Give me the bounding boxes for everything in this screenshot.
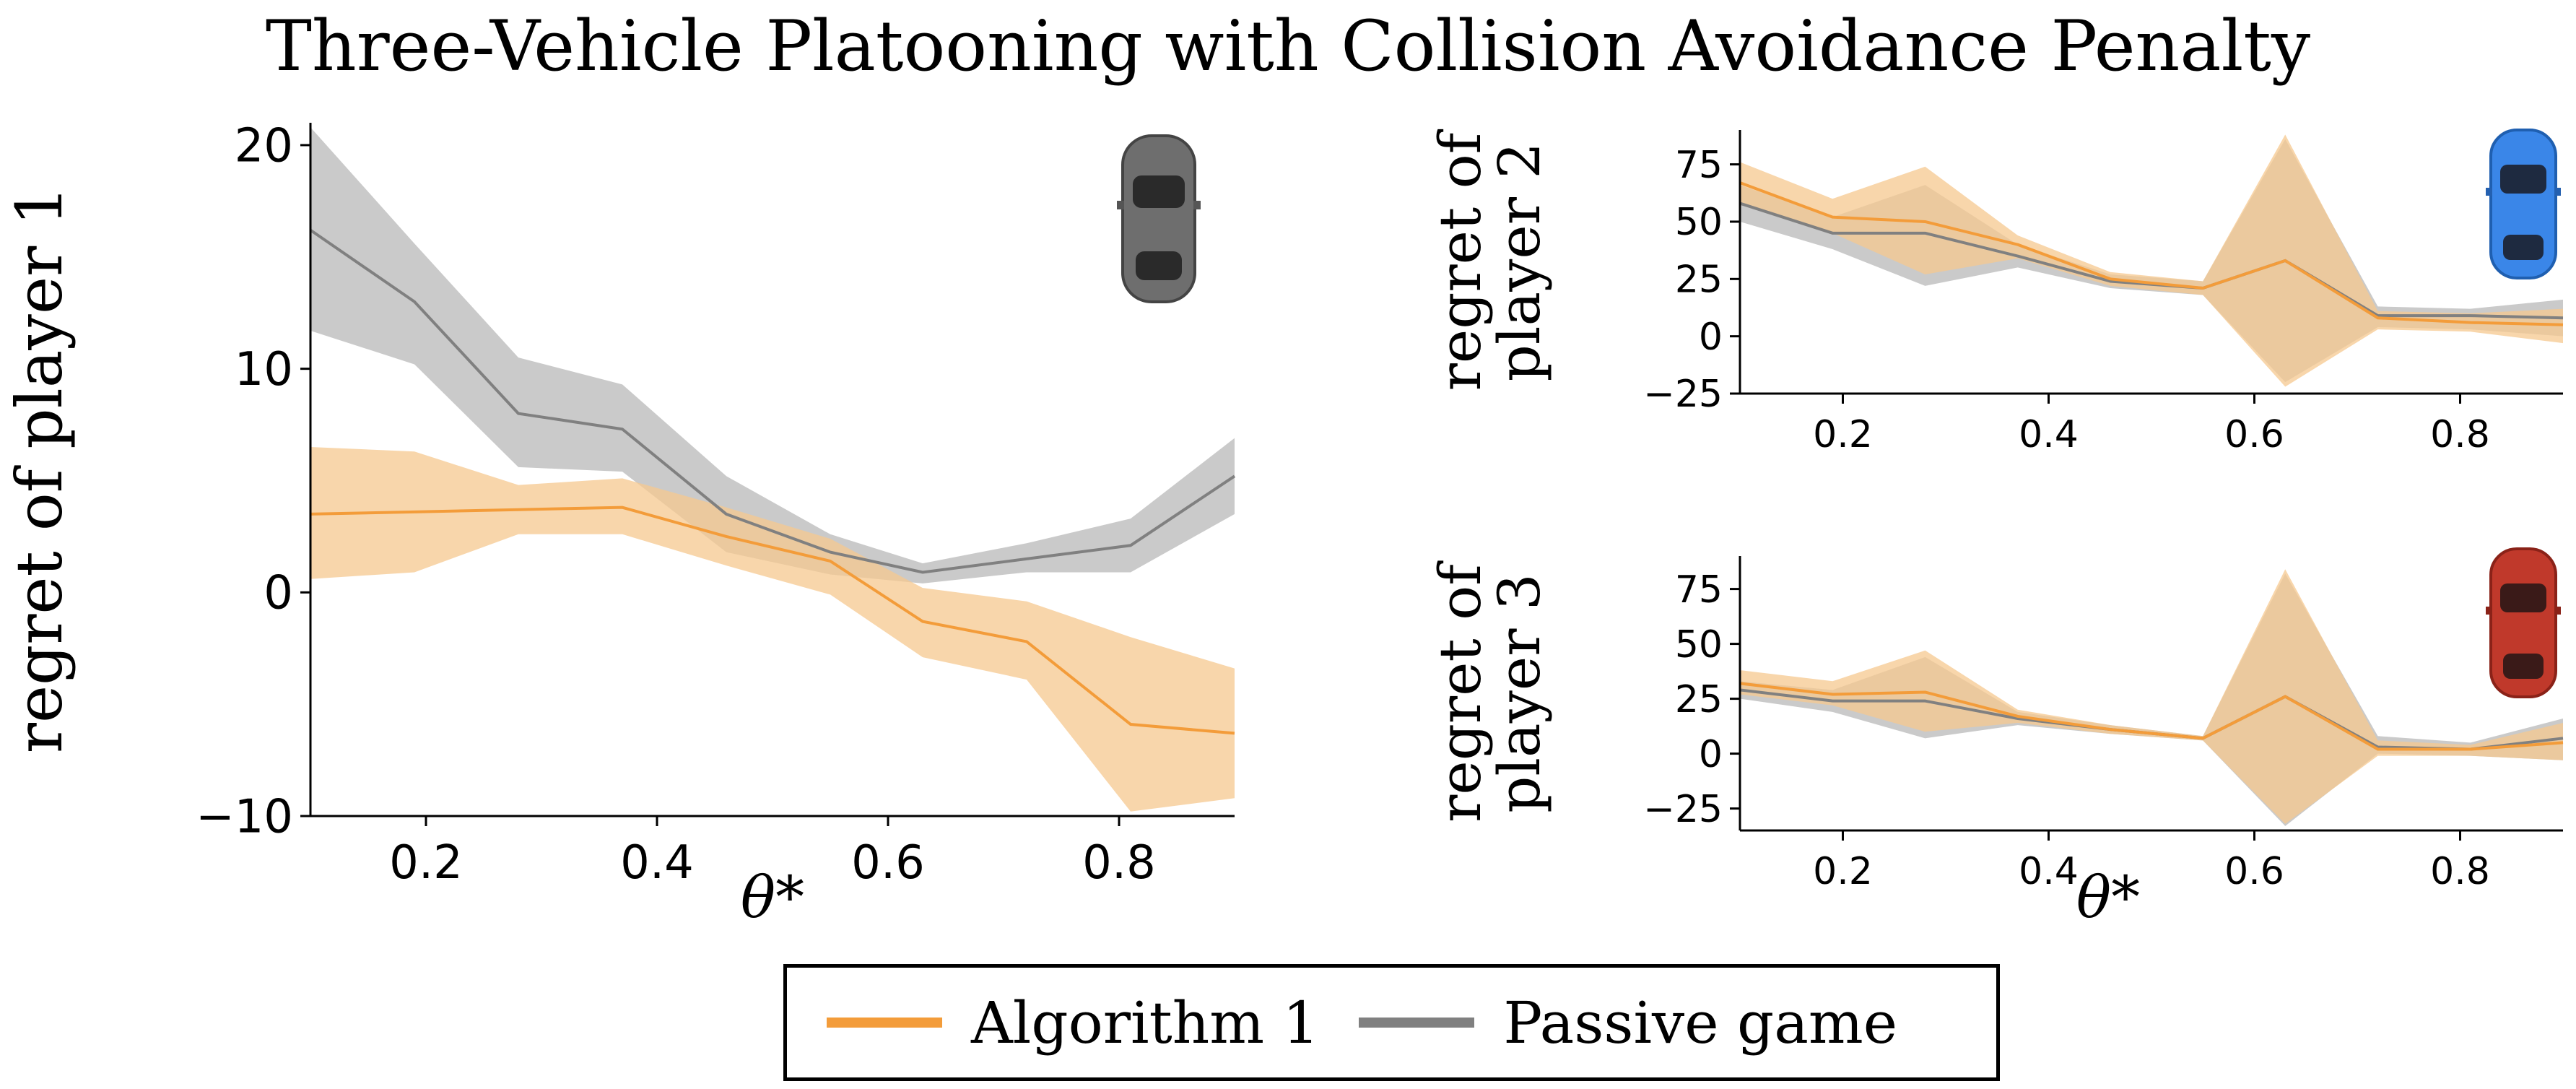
x-tick-label: 0.8 xyxy=(1082,836,1156,890)
legend-item-algorithm: Algorithm 1 xyxy=(827,989,1319,1057)
legend-swatch-algorithm xyxy=(827,1018,942,1028)
line-algorithm xyxy=(1739,181,2564,326)
x-tick-label: 0.6 xyxy=(851,836,925,890)
x-tick-label: 0.8 xyxy=(2430,850,2490,893)
x-tick-label: 0.2 xyxy=(1813,850,1873,893)
x-tick-label: 0.4 xyxy=(2019,413,2079,456)
x-axis-label: θ* xyxy=(741,864,804,931)
legend-label-algorithm: Algorithm 1 xyxy=(971,989,1320,1057)
y-axis-label-line2: player 3 xyxy=(1486,573,1553,813)
y-tick-label: 0 xyxy=(264,567,293,620)
legend-swatch-passive xyxy=(1359,1018,1475,1028)
y-tick-label: 50 xyxy=(1675,201,1723,244)
x-tick-label: 0.8 xyxy=(2430,413,2490,456)
legend: Algorithm 1 Passive game xyxy=(783,964,2000,1081)
chart-title: Three-Vehicle Platooning with Collision … xyxy=(265,6,2311,87)
legend-label-passive: Passive game xyxy=(1503,989,1898,1057)
y-axis-label-line1: regret of xyxy=(1427,129,1494,391)
x-tick-label: 0.2 xyxy=(1813,413,1873,456)
y-tick-label: −25 xyxy=(1643,788,1723,831)
x-tick-label: 0.4 xyxy=(2019,850,2079,893)
x-tick-label: 0.2 xyxy=(389,836,463,890)
y-tick-label: 25 xyxy=(1675,259,1723,302)
legend-item-passive: Passive game xyxy=(1359,989,1897,1057)
x-tick-label: 0.6 xyxy=(2224,413,2284,456)
y-tick-label: 75 xyxy=(1675,568,1723,612)
y-tick-label: 25 xyxy=(1675,678,1723,721)
y-axis-label: regret of player 1 xyxy=(2,186,77,753)
y-tick-label: 75 xyxy=(1675,144,1723,187)
y-tick-label: 20 xyxy=(235,119,293,173)
blue-car-icon xyxy=(2486,129,2561,279)
line-algorithm xyxy=(310,506,1235,735)
band-algorithm xyxy=(1740,569,2563,824)
y-tick-label: 0 xyxy=(1699,733,1723,776)
y-tick-label: 10 xyxy=(235,343,293,396)
y-tick-label: 0 xyxy=(1699,316,1723,359)
line-algorithm xyxy=(1739,682,2564,751)
x-axis-label: θ* xyxy=(2076,864,2140,931)
x-tick-label: 0.6 xyxy=(2224,850,2284,893)
x-tick-label: 0.4 xyxy=(620,836,694,890)
band-algorithm xyxy=(1740,134,2563,387)
red-car-icon xyxy=(2486,547,2561,698)
line-passive xyxy=(309,228,1236,574)
y-tick-label: −10 xyxy=(196,790,293,843)
y-axis-label-line1: regret of xyxy=(1427,560,1494,823)
y-tick-label: 50 xyxy=(1675,623,1723,667)
y-tick-label: −25 xyxy=(1643,373,1723,416)
band-algorithm xyxy=(310,447,1235,812)
plots-canvas: 0.2 0.4 0.6 0.8 −10 0 10 20 regret of player 1 θ*… xyxy=(2,119,2564,931)
band-passive xyxy=(1740,139,2563,383)
y-axis-label-line2: player 2 xyxy=(1486,142,1553,382)
gray-car-icon xyxy=(1117,134,1201,303)
panel-player-1: 0.2 0.4 0.6 0.8 −10 0 10 20 regret of player 1 θ* xyxy=(2,119,1236,931)
